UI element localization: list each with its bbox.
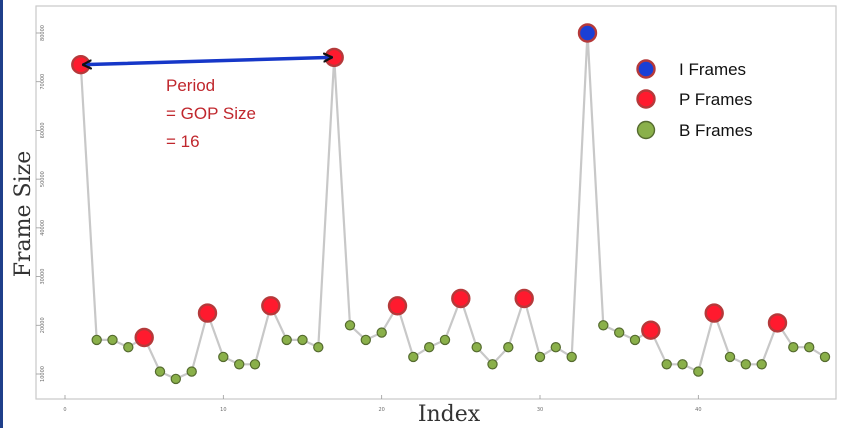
legend-item-b-frames: B Frames	[636, 120, 753, 140]
legend-label-b-frames: B Frames	[679, 121, 753, 140]
p-frame-point	[387, 296, 408, 316]
y-tick-label: 40000	[40, 220, 46, 236]
legend-swatch-b-frames	[636, 120, 656, 140]
b-frame-point	[629, 334, 641, 346]
annotation-line-2: = GOP Size	[166, 104, 256, 123]
frame-size-points	[71, 23, 831, 385]
b-frame-point	[614, 327, 625, 338]
y-tick-label: 10000	[40, 366, 46, 382]
b-frame-point	[154, 366, 166, 377]
gop-annotation: Period = GOP Size = 16	[166, 76, 256, 151]
annotation-line-3: = 16	[166, 132, 200, 151]
b-frame-point	[123, 342, 134, 353]
b-frame-point	[91, 334, 102, 346]
x-tick-label: 10	[220, 407, 226, 413]
x-axis-ticks: 0 10 20 30 40	[63, 395, 702, 413]
p-frame-point	[767, 313, 788, 333]
b-frame-point	[313, 342, 324, 353]
p-frame-point	[514, 288, 534, 309]
frame-size-series-line	[79, 31, 826, 380]
b-frame-point	[297, 334, 308, 346]
b-frame-point	[249, 359, 261, 370]
b-frame-point	[788, 342, 799, 353]
b-frame-point	[471, 342, 482, 353]
b-frame-point	[756, 359, 767, 370]
y-tick-label: 80000	[40, 25, 46, 41]
legend: I Frames P Frames B Frames	[636, 59, 753, 140]
p-frame-point	[197, 303, 218, 323]
p-frame-point	[451, 288, 471, 309]
y-tick-label: 30000	[40, 269, 46, 285]
b-frame-point	[186, 366, 197, 377]
b-frame-point	[424, 342, 435, 353]
b-frame-point	[804, 342, 815, 353]
b-frame-point	[408, 351, 419, 363]
b-frame-point	[376, 327, 387, 338]
i-frame-point	[577, 23, 598, 43]
y-tick-label: 70000	[40, 74, 46, 90]
x-axis-title: Index	[418, 402, 481, 427]
legend-swatch-i-frames	[636, 59, 656, 79]
plot-frame	[35, 5, 837, 400]
p-frame-point	[134, 327, 154, 348]
y-tick-label: 50000	[40, 171, 46, 187]
b-frame-point	[534, 351, 546, 363]
b-frame-point	[693, 366, 704, 377]
x-tick-label: 30	[537, 407, 543, 413]
p-frame-point	[704, 303, 724, 323]
x-tick-label: 0	[63, 407, 66, 413]
b-frame-point	[360, 334, 371, 346]
annotation-line-1: Period	[166, 76, 215, 95]
b-frame-point	[566, 351, 577, 363]
legend-swatch-p-frames	[636, 89, 656, 109]
y-tick-label: 60000	[40, 122, 46, 138]
b-frame-point	[819, 351, 831, 363]
b-frame-point	[344, 320, 356, 331]
b-frame-point	[724, 351, 736, 363]
y-tick-label: 20000	[40, 317, 46, 333]
x-tick-label: 40	[695, 407, 701, 413]
b-frame-point	[661, 359, 672, 370]
b-frame-point	[677, 359, 688, 370]
legend-item-p-frames: P Frames	[636, 89, 752, 109]
b-frame-point	[218, 351, 229, 363]
b-frame-point	[233, 359, 245, 370]
b-frame-point	[170, 373, 181, 385]
b-frame-point	[550, 342, 562, 353]
p-frame-point	[641, 320, 661, 340]
b-frame-point	[487, 359, 498, 370]
b-frame-point	[281, 334, 292, 346]
legend-label-i-frames: I Frames	[679, 60, 746, 79]
legend-label-p-frames: P Frames	[679, 90, 752, 109]
b-frame-point	[107, 334, 118, 346]
p-frame-point	[261, 296, 281, 316]
legend-item-i-frames: I Frames	[636, 59, 746, 79]
b-frame-point	[439, 334, 451, 346]
x-tick-label: 20	[378, 407, 384, 413]
y-axis-ticks: 10000 20000 30000 40000 50000 60000 70000 80000	[36, 25, 46, 382]
b-frame-point	[740, 359, 752, 370]
gop-period-arrow	[84, 57, 331, 64]
b-frame-point	[598, 320, 609, 331]
b-frame-point	[503, 342, 514, 353]
y-axis-title: Frame Size	[11, 151, 36, 278]
